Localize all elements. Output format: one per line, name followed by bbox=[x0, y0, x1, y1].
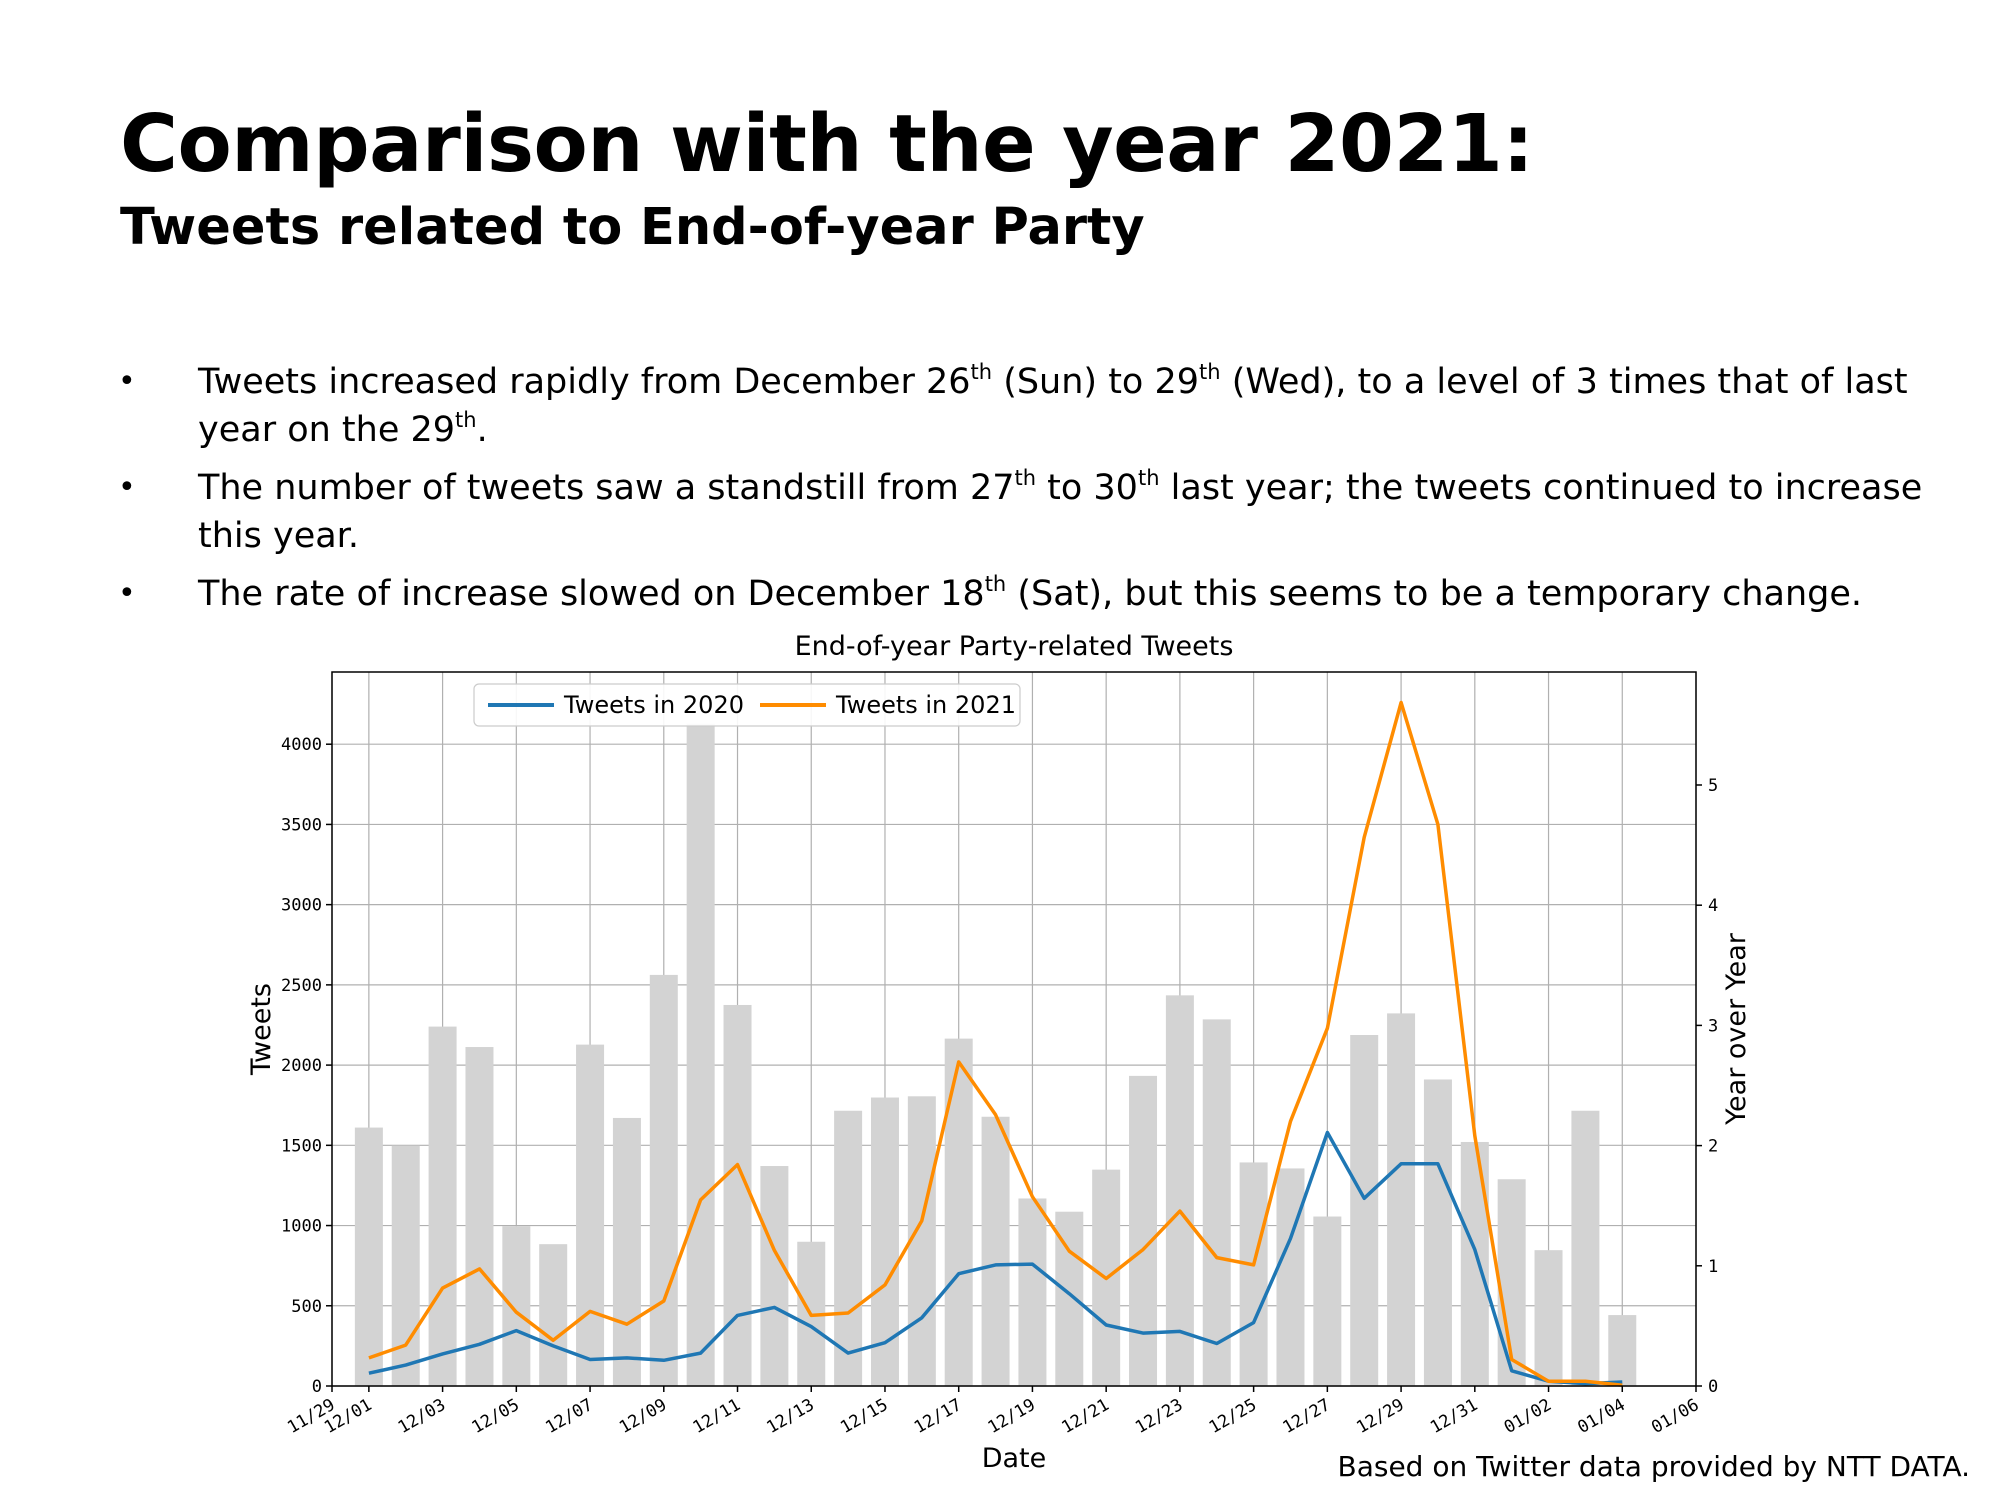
plot-frame bbox=[331, 671, 1697, 1387]
yoy-bar bbox=[944, 1038, 973, 1386]
x-tick-label: 01/02 bbox=[1501, 1395, 1555, 1438]
y2-tick-label: 4 bbox=[1708, 896, 1718, 916]
bullet-text: The number of tweets saw a standstill fr… bbox=[198, 468, 1015, 508]
y2-tick-label: 3 bbox=[1708, 1016, 1718, 1036]
bullet-text: (Sun) to 29 bbox=[992, 362, 1200, 402]
yoy-bar bbox=[760, 1166, 789, 1386]
superscript-text: th bbox=[1014, 466, 1037, 490]
y-tick-label: 1000 bbox=[281, 1217, 322, 1237]
x-tick-label: 01/06 bbox=[1648, 1395, 1702, 1438]
superscript-text: th bbox=[455, 408, 477, 432]
bullet-text: (Wed), to a level of 3 times that of las… bbox=[198, 362, 1908, 450]
yoy-bar bbox=[981, 1116, 1010, 1386]
x-tick-label: 12/23 bbox=[1132, 1395, 1186, 1438]
y-tick-label: 2500 bbox=[281, 976, 322, 996]
superscript-text: th bbox=[1137, 466, 1160, 490]
bullet-text: to 30 bbox=[1036, 468, 1138, 508]
x-tick-label: 12/05 bbox=[468, 1395, 522, 1438]
x-tick-label: 12/03 bbox=[395, 1395, 449, 1438]
x-tick-label: 12/13 bbox=[763, 1395, 817, 1438]
yoy-bar bbox=[723, 1004, 752, 1386]
bullet-text: Tweets increased rapidly from December 2… bbox=[198, 362, 971, 402]
yoy-bar bbox=[1571, 1110, 1600, 1386]
y2-tick-label: 2 bbox=[1708, 1137, 1718, 1157]
bullet-marker: • bbox=[118, 576, 136, 611]
yoy-bar bbox=[1018, 1198, 1047, 1386]
yoy-bar bbox=[649, 974, 678, 1386]
superscript-text: th bbox=[984, 572, 1007, 596]
yoy-bar bbox=[612, 1117, 641, 1386]
x-tick-label: 12/15 bbox=[837, 1395, 891, 1438]
bullet-text: last year; the tweets continued to incre… bbox=[198, 468, 1923, 556]
bullet-text: (Sat), but this seems to be a temporary … bbox=[1006, 574, 1863, 614]
y-tick-label: 1500 bbox=[281, 1136, 322, 1156]
yoy-bar bbox=[1165, 995, 1194, 1386]
superscript-text: th bbox=[1199, 360, 1221, 384]
yoy-bar bbox=[1313, 1216, 1342, 1386]
yoy-bar bbox=[1129, 1075, 1158, 1386]
yoy-bar bbox=[686, 723, 715, 1386]
y-tick-label: 2000 bbox=[281, 1056, 322, 1076]
x-tick-label: 12/25 bbox=[1206, 1395, 1260, 1438]
page-title: Comparison with the year 2021: bbox=[120, 98, 1534, 190]
bullet-text: . bbox=[476, 410, 488, 450]
x-tick-label: 12/19 bbox=[985, 1395, 1039, 1438]
yoy-bar bbox=[834, 1110, 863, 1386]
yoy-bar bbox=[1239, 1162, 1268, 1386]
footnote: Based on Twitter data provided by NTT DA… bbox=[1337, 1450, 1970, 1483]
yoy-bar bbox=[1202, 1019, 1231, 1386]
bullet-item: • The rate of increase slowed on December… bbox=[118, 570, 1958, 618]
yoy-bar bbox=[1460, 1141, 1489, 1386]
yoy-bar bbox=[1055, 1211, 1084, 1386]
legend-box bbox=[473, 683, 1021, 727]
yoy-bar bbox=[1387, 1013, 1416, 1386]
x-tick-label: 12/07 bbox=[542, 1395, 596, 1438]
chart-title: End-of-year Party-related Tweets bbox=[795, 631, 1234, 662]
y-tick-label: 4000 bbox=[281, 735, 322, 755]
series-line-tweets-in-2020 bbox=[368, 1130, 1623, 1386]
y2-axis-label: Year over Year bbox=[1721, 932, 1752, 1126]
page-subtitle: Tweets related to End-of-year Party bbox=[120, 198, 1145, 257]
x-tick-label: 12/29 bbox=[1353, 1395, 1407, 1438]
yoy-bar bbox=[428, 1026, 457, 1386]
yoy-bar bbox=[354, 1127, 383, 1386]
y-tick-label: 0 bbox=[312, 1377, 322, 1397]
yoy-bar bbox=[576, 1044, 605, 1386]
y2-tick-label: 0 bbox=[1708, 1377, 1718, 1397]
x-tick-label: 12/17 bbox=[911, 1395, 965, 1438]
bullet-marker: • bbox=[118, 364, 136, 399]
y-tick-label: 500 bbox=[291, 1297, 322, 1317]
yoy-bar bbox=[465, 1047, 494, 1386]
y2-tick-label: 5 bbox=[1708, 776, 1718, 796]
y-axis-label: Tweets bbox=[246, 983, 277, 1076]
bullet-list: • Tweets increased rapidly from December … bbox=[118, 358, 1958, 628]
yoy-bar bbox=[502, 1226, 531, 1386]
yoy-bar bbox=[1608, 1315, 1637, 1386]
x-tick-label: 12/27 bbox=[1280, 1395, 1334, 1438]
series-line-tweets-in-2021 bbox=[368, 700, 1623, 1387]
y2-tick-label: 1 bbox=[1708, 1257, 1718, 1277]
x-tick-label: 12/21 bbox=[1058, 1395, 1112, 1438]
superscript-text: th bbox=[970, 360, 993, 384]
x-axis-label: Date bbox=[982, 1443, 1047, 1474]
yoy-bar bbox=[1350, 1035, 1379, 1386]
bullet-text: The rate of increase slowed on December … bbox=[198, 574, 985, 614]
bullet-item: • Tweets increased rapidly from December … bbox=[118, 358, 1958, 454]
yoy-bar bbox=[1534, 1250, 1563, 1386]
legend-label: Tweets in 2020 bbox=[563, 691, 744, 719]
yoy-bar bbox=[1276, 1168, 1305, 1386]
x-tick-label: 12/31 bbox=[1427, 1395, 1481, 1438]
legend-label: Tweets in 2021 bbox=[835, 691, 1016, 719]
y-tick-label: 3000 bbox=[281, 896, 322, 916]
bullet-item: • The number of tweets saw a standstill f… bbox=[118, 464, 1958, 560]
y-tick-label: 3500 bbox=[281, 815, 322, 835]
x-tick-label: 01/04 bbox=[1574, 1395, 1628, 1438]
yoy-bar bbox=[1423, 1079, 1452, 1386]
x-tick-label: 12/11 bbox=[690, 1395, 744, 1438]
yoy-bar bbox=[539, 1244, 568, 1386]
bullet-marker: • bbox=[118, 470, 136, 505]
yoy-bar bbox=[907, 1096, 936, 1386]
x-tick-label: 12/09 bbox=[616, 1395, 670, 1438]
